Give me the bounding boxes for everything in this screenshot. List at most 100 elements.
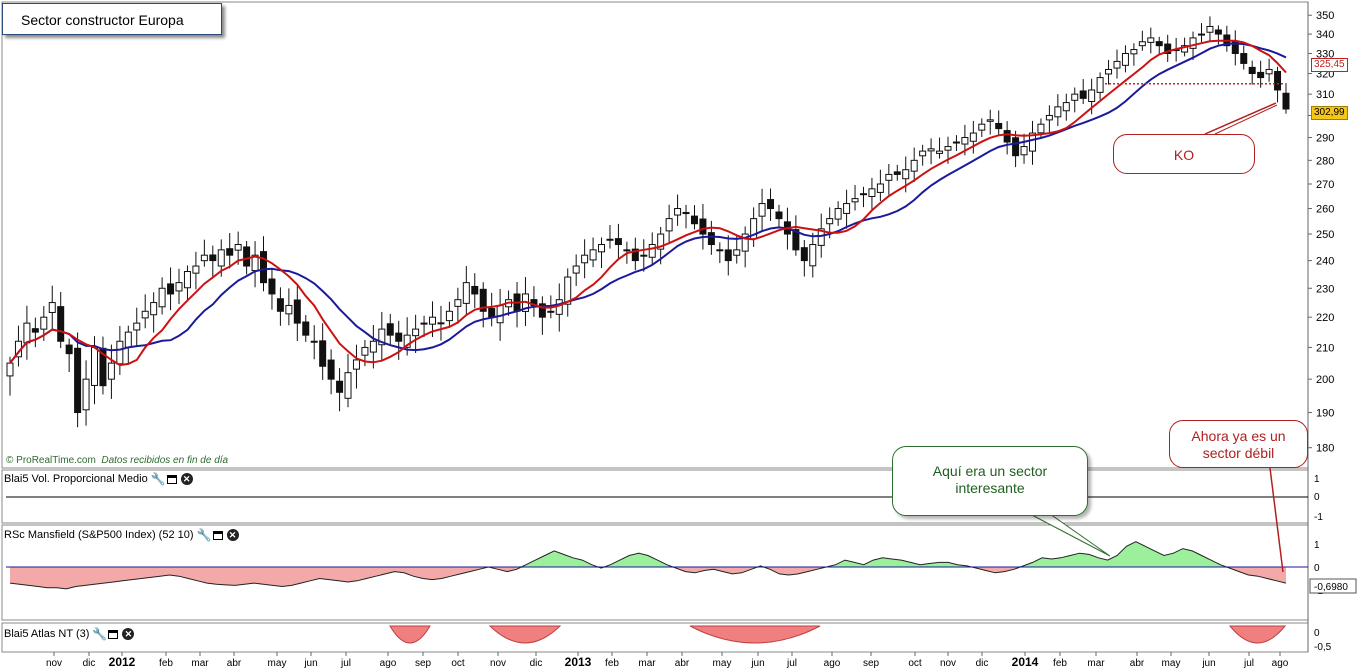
candle-body [327, 359, 335, 380]
window-icon[interactable] [108, 629, 119, 639]
close-icon[interactable]: ✕ [180, 473, 193, 485]
interesting-pointer [1029, 513, 1111, 557]
candle-body [276, 298, 284, 312]
close-icon[interactable]: ✕ [122, 628, 135, 640]
candle-body [6, 362, 14, 377]
candle-body [1003, 130, 1011, 143]
candle-body [564, 276, 572, 305]
candle-body [1274, 70, 1282, 91]
candle-body [496, 304, 504, 324]
candle-body [1189, 37, 1197, 49]
x-tick-label: abr [675, 658, 690, 669]
candle-body [859, 193, 867, 196]
candle-body [868, 188, 876, 198]
candle-body [437, 322, 445, 325]
volume-tick-label: 0 [1314, 492, 1320, 503]
rs-line [9, 541, 1287, 590]
candle-body [614, 238, 622, 246]
candle-body [420, 322, 428, 325]
candle-body [183, 271, 191, 289]
volume-tick-label: -1 [1314, 512, 1323, 523]
ma-short-line [9, 39, 1287, 367]
candle-body [158, 287, 166, 308]
panel-frame-3 [1, 622, 1309, 653]
candle-body [217, 249, 225, 267]
y-tick-label: 190 [1316, 408, 1334, 420]
close-icon[interactable]: ✕ [226, 529, 239, 541]
x-tick-label: feb [1053, 658, 1067, 669]
wrench-icon[interactable]: 🔧 [92, 627, 108, 641]
candle-body [538, 303, 546, 318]
interesting-sector-callout: Aquí era un sector interesante [892, 446, 1088, 516]
candle-body [1240, 53, 1248, 64]
candle-body [690, 215, 698, 225]
atlas-negative-bar [389, 625, 431, 644]
ko-pointer-line-2 [1214, 104, 1278, 135]
candle-body [124, 331, 132, 348]
x-tick-label: ago [824, 658, 841, 669]
x-tick-label: abr [1130, 658, 1145, 669]
candle-body [243, 246, 251, 267]
candle-body [260, 251, 268, 284]
x-tick-label: dic [530, 658, 543, 669]
x-tick-label: jun [750, 658, 764, 669]
candle-body [792, 229, 800, 251]
mansfield-panel-label: RSc Mansfield (S&P500 Index) (52 10) [4, 529, 194, 541]
candle-body [319, 340, 327, 367]
watermark: © ProRealTime.com Datos recibidos en fin… [6, 455, 228, 466]
candle-body [1105, 68, 1113, 75]
candle-body [978, 123, 986, 131]
candle-body [386, 323, 394, 336]
candle-body [1037, 123, 1045, 134]
candle-body [65, 344, 73, 355]
candle-body [631, 248, 639, 262]
candle-body [741, 233, 749, 252]
candle-body [1028, 132, 1036, 152]
candle-body [724, 249, 732, 262]
rs-negative-area [10, 567, 1286, 589]
y-tick-label: 200 [1316, 374, 1334, 386]
wrench-icon[interactable]: 🔧 [150, 472, 166, 486]
candle-body [944, 146, 952, 151]
y-tick-label: 290 [1316, 133, 1334, 145]
panel-frame-0 [1, 1, 1309, 469]
candle-body [640, 254, 648, 257]
candle-body [1054, 106, 1062, 118]
x-tick-label: abr [227, 658, 242, 669]
candle-body [674, 208, 682, 216]
atlas-tick-label: 0 [1314, 628, 1320, 639]
candle-body [48, 302, 56, 313]
candle-body [1214, 29, 1222, 35]
candle-body [952, 141, 960, 144]
candle-body [1282, 92, 1290, 110]
x-tick-label: 2012 [109, 655, 136, 669]
wrench-icon[interactable]: 🔧 [196, 528, 212, 542]
x-tick-label: feb [605, 658, 619, 669]
atlas-negative-bar [488, 625, 562, 644]
window-icon[interactable] [166, 474, 177, 484]
candle-body [31, 328, 39, 333]
mansfield-tick-label: 0 [1314, 563, 1320, 574]
candle-body [454, 299, 462, 307]
candle-body [665, 218, 673, 232]
window-icon[interactable] [212, 530, 223, 540]
candle-body [606, 238, 614, 241]
x-tick-label: 2014 [1012, 655, 1039, 669]
candle-body [412, 328, 420, 337]
weak-sector-line-1: Ahora ya es un [1191, 428, 1286, 444]
x-tick-label: jun [1201, 658, 1215, 669]
candle-body [1181, 45, 1189, 53]
candle-body [344, 372, 352, 399]
y-tick-label: 350 [1316, 10, 1334, 22]
x-tick-label: oct [451, 658, 465, 669]
candle-body [733, 249, 741, 256]
candle-body [775, 211, 783, 220]
candle-body [302, 321, 310, 336]
ko-callout-text: KO [1173, 147, 1195, 163]
candle-body [927, 148, 935, 152]
candle-body [598, 244, 606, 253]
x-tick-label: mar [638, 658, 656, 669]
atlas-negative-bar [689, 625, 821, 644]
y-tick-label: 310 [1316, 89, 1334, 101]
